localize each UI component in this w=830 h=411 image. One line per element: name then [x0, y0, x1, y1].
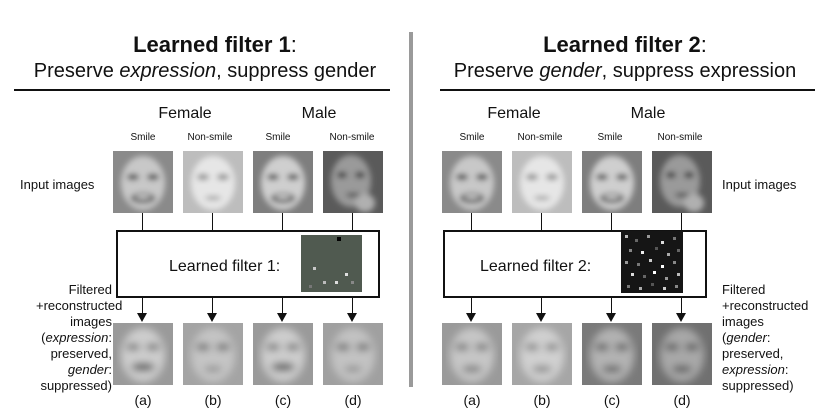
panel1-output-face-c: [253, 323, 313, 385]
panel1-arrow-c-head: [277, 313, 287, 322]
panel2-arrow-a-line: [471, 298, 472, 314]
panel2-connector-in-d: [681, 213, 682, 230]
panel1-arrow-d-head: [347, 313, 357, 322]
panel1-connector-in-b: [212, 213, 213, 230]
panel2-output-face-b: [512, 323, 572, 385]
panel1-label-a: (a): [134, 392, 152, 408]
panel1-input-face-b: [183, 151, 243, 213]
panel2-arrow-c-line: [611, 298, 612, 314]
panel1-output-face-a: [113, 323, 173, 385]
panel1-connector-in-c: [282, 213, 283, 230]
panel1-input-face-d: [323, 151, 383, 213]
panel1-label-b: (b): [204, 392, 222, 408]
panel1-class-smile-male: Smile: [265, 132, 291, 143]
panel2-label-b: (b): [533, 392, 551, 408]
panel2-connector-in-b: [541, 213, 542, 230]
panel1-class-nonsmile-male: Non-smile: [329, 132, 375, 143]
panel2-input-face-d: [652, 151, 712, 213]
panel1-connector-in-d: [352, 213, 353, 230]
panel1-input-face-c: [253, 151, 313, 213]
panel2-output-face-d: [652, 323, 712, 385]
panel2-arrow-a-head: [466, 313, 476, 322]
panel2-arrow-b-head: [536, 313, 546, 322]
panel1-output-face-d: [323, 323, 383, 385]
panel-divider: [409, 32, 413, 387]
panel2-subtitle: Preserve gender, suppress expression: [453, 60, 797, 82]
panel1-output-label: Filtered +reconstructed images (expressi…: [36, 282, 123, 393]
panel2-title: Learned filter 2:: [543, 32, 707, 57]
panel2-arrow-b-line: [541, 298, 542, 314]
panel2-filter-label: Learned filter 2:: [480, 258, 592, 275]
panel2-class-nonsmile-female: Non-smile: [517, 132, 563, 143]
panel2-arrow-c-head: [606, 313, 616, 322]
panel1-group-male: Male: [301, 105, 337, 122]
panel2-group-female: Female: [487, 105, 541, 122]
panel1-connector-in-a: [142, 213, 143, 230]
panel2-output-face-a: [442, 323, 502, 385]
panel1-arrow-b-head: [207, 313, 217, 322]
panel2-output-face-c: [582, 323, 642, 385]
panel1-class-nonsmile-female: Non-smile: [187, 132, 233, 143]
panel1-filter-image: [301, 235, 362, 292]
panel1-title: Learned filter 1:: [133, 32, 297, 57]
panel2-input-label: Input images: [722, 177, 797, 192]
panel1-title-rule: [14, 89, 390, 91]
panel2-arrow-d-line: [681, 298, 682, 314]
panel1-input-label: Input images: [20, 177, 95, 192]
panel1-label-c: (c): [274, 392, 292, 408]
panel1-arrow-d-line: [352, 298, 353, 314]
panel2-class-smile-male: Smile: [597, 132, 623, 143]
panel1-output-face-b: [183, 323, 243, 385]
panel1-filter-label: Learned filter 1:: [169, 258, 281, 275]
panel1-group-female: Female: [158, 105, 212, 122]
panel2-input-face-c: [582, 151, 642, 213]
panel2-label-a: (a): [463, 392, 481, 408]
panel2-connector-in-a: [471, 213, 472, 230]
panel2-class-smile-female: Smile: [459, 132, 485, 143]
panel2-output-label: Filtered +reconstructed images (gender: …: [722, 282, 809, 393]
panel1-subtitle: Preserve expression, suppress gender: [33, 60, 377, 82]
panel2-input-face-b: [512, 151, 572, 213]
panel2-title-rule: [440, 89, 815, 91]
panel2-label-c: (c): [603, 392, 621, 408]
panel1-label-d: (d): [344, 392, 362, 408]
panel1-arrow-c-line: [282, 298, 283, 314]
panel2-arrow-d-head: [676, 313, 686, 322]
panel2-label-d: (d): [673, 392, 691, 408]
panel1-arrow-a-head: [137, 313, 147, 322]
panel2-filter-image: [621, 231, 683, 293]
panel2-connector-in-c: [611, 213, 612, 230]
panel2-class-nonsmile-male: Non-smile: [657, 132, 703, 143]
panel1-class-smile-female: Smile: [130, 132, 156, 143]
panel2-input-face-a: [442, 151, 502, 213]
panel1-arrow-b-line: [212, 298, 213, 314]
panel1-arrow-a-line: [142, 298, 143, 314]
panel1-input-face-a: [113, 151, 173, 213]
panel2-group-male: Male: [630, 105, 666, 122]
